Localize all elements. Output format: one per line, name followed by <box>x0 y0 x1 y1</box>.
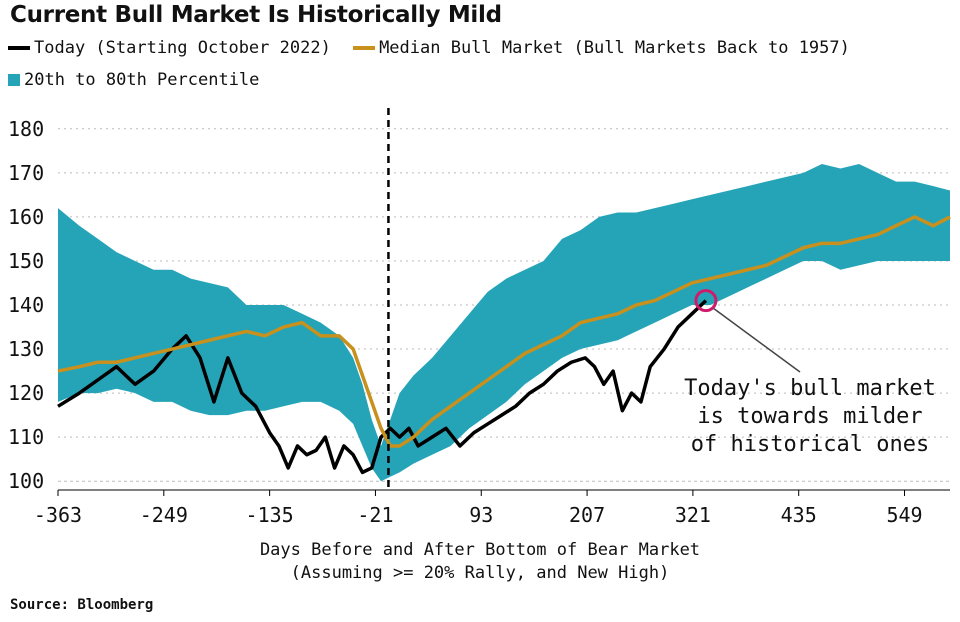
legend-row-2: 20th to 80th Percentile <box>8 70 271 90</box>
x-tick-label-321: 321 <box>675 503 711 527</box>
y-tick-label-140: 140 <box>8 293 44 317</box>
x-tick-label--363: -363 <box>34 503 82 527</box>
source-note: Source: Bloomberg <box>10 597 154 613</box>
annotation-line-3: of historical ones <box>690 432 930 457</box>
x-tick-label--21: -21 <box>357 503 393 527</box>
y-tick-label-100: 100 <box>8 469 44 493</box>
annotation-pointer <box>713 307 801 373</box>
x-tick-label-93: 93 <box>469 503 493 527</box>
annotation-text: Today's bull market is towards milder of… <box>660 375 960 459</box>
legend-label-today: Today (Starting October 2022) <box>34 38 331 58</box>
legend-row-1: Today (Starting October 2022) Median Bul… <box>8 38 862 58</box>
y-tick-label-130: 130 <box>8 337 44 361</box>
y-tick-label-170: 170 <box>8 161 44 185</box>
today-marker-circle <box>694 289 718 313</box>
legend-label-band: 20th to 80th Percentile <box>24 70 260 90</box>
x-tick-label--249: -249 <box>140 503 188 527</box>
x-tick-label-549: 549 <box>886 503 922 527</box>
x-tick-label--135: -135 <box>246 503 294 527</box>
percentile-band <box>58 164 950 482</box>
y-tick-label-150: 150 <box>8 249 44 273</box>
legend-swatch-today <box>8 46 30 50</box>
y-tick-label-110: 110 <box>8 425 44 449</box>
x-tick-label-207: 207 <box>569 503 605 527</box>
legend-swatch-median <box>353 46 376 50</box>
legend-label-median: Median Bull Market (Bull Markets Back to… <box>379 38 850 58</box>
median-line <box>57 215 951 448</box>
x-tick-label-435: 435 <box>781 503 817 527</box>
y-tick-label-180: 180 <box>8 117 44 141</box>
today-line <box>57 299 708 475</box>
x-axis-label: Days Before and After Bottom of Bear Mar… <box>259 540 701 560</box>
annotation-line-2: is towards milder <box>697 404 923 429</box>
legend-item-band: 20th to 80th Percentile <box>8 70 259 90</box>
legend-swatch-band <box>8 74 20 86</box>
y-tick-label-120: 120 <box>8 381 44 405</box>
chart-title: Current Bull Market Is Historically Mild <box>10 2 502 28</box>
annotation-line-1: Today's bull market <box>684 376 936 401</box>
legend-item-today: Today (Starting October 2022) <box>8 38 331 58</box>
y-tick-label-160: 160 <box>8 205 44 229</box>
x-axis-sublabel: (Assuming >= 20% Rally, and New High) <box>290 563 670 583</box>
legend-item-median: Median Bull Market (Bull Markets Back to… <box>353 38 850 58</box>
